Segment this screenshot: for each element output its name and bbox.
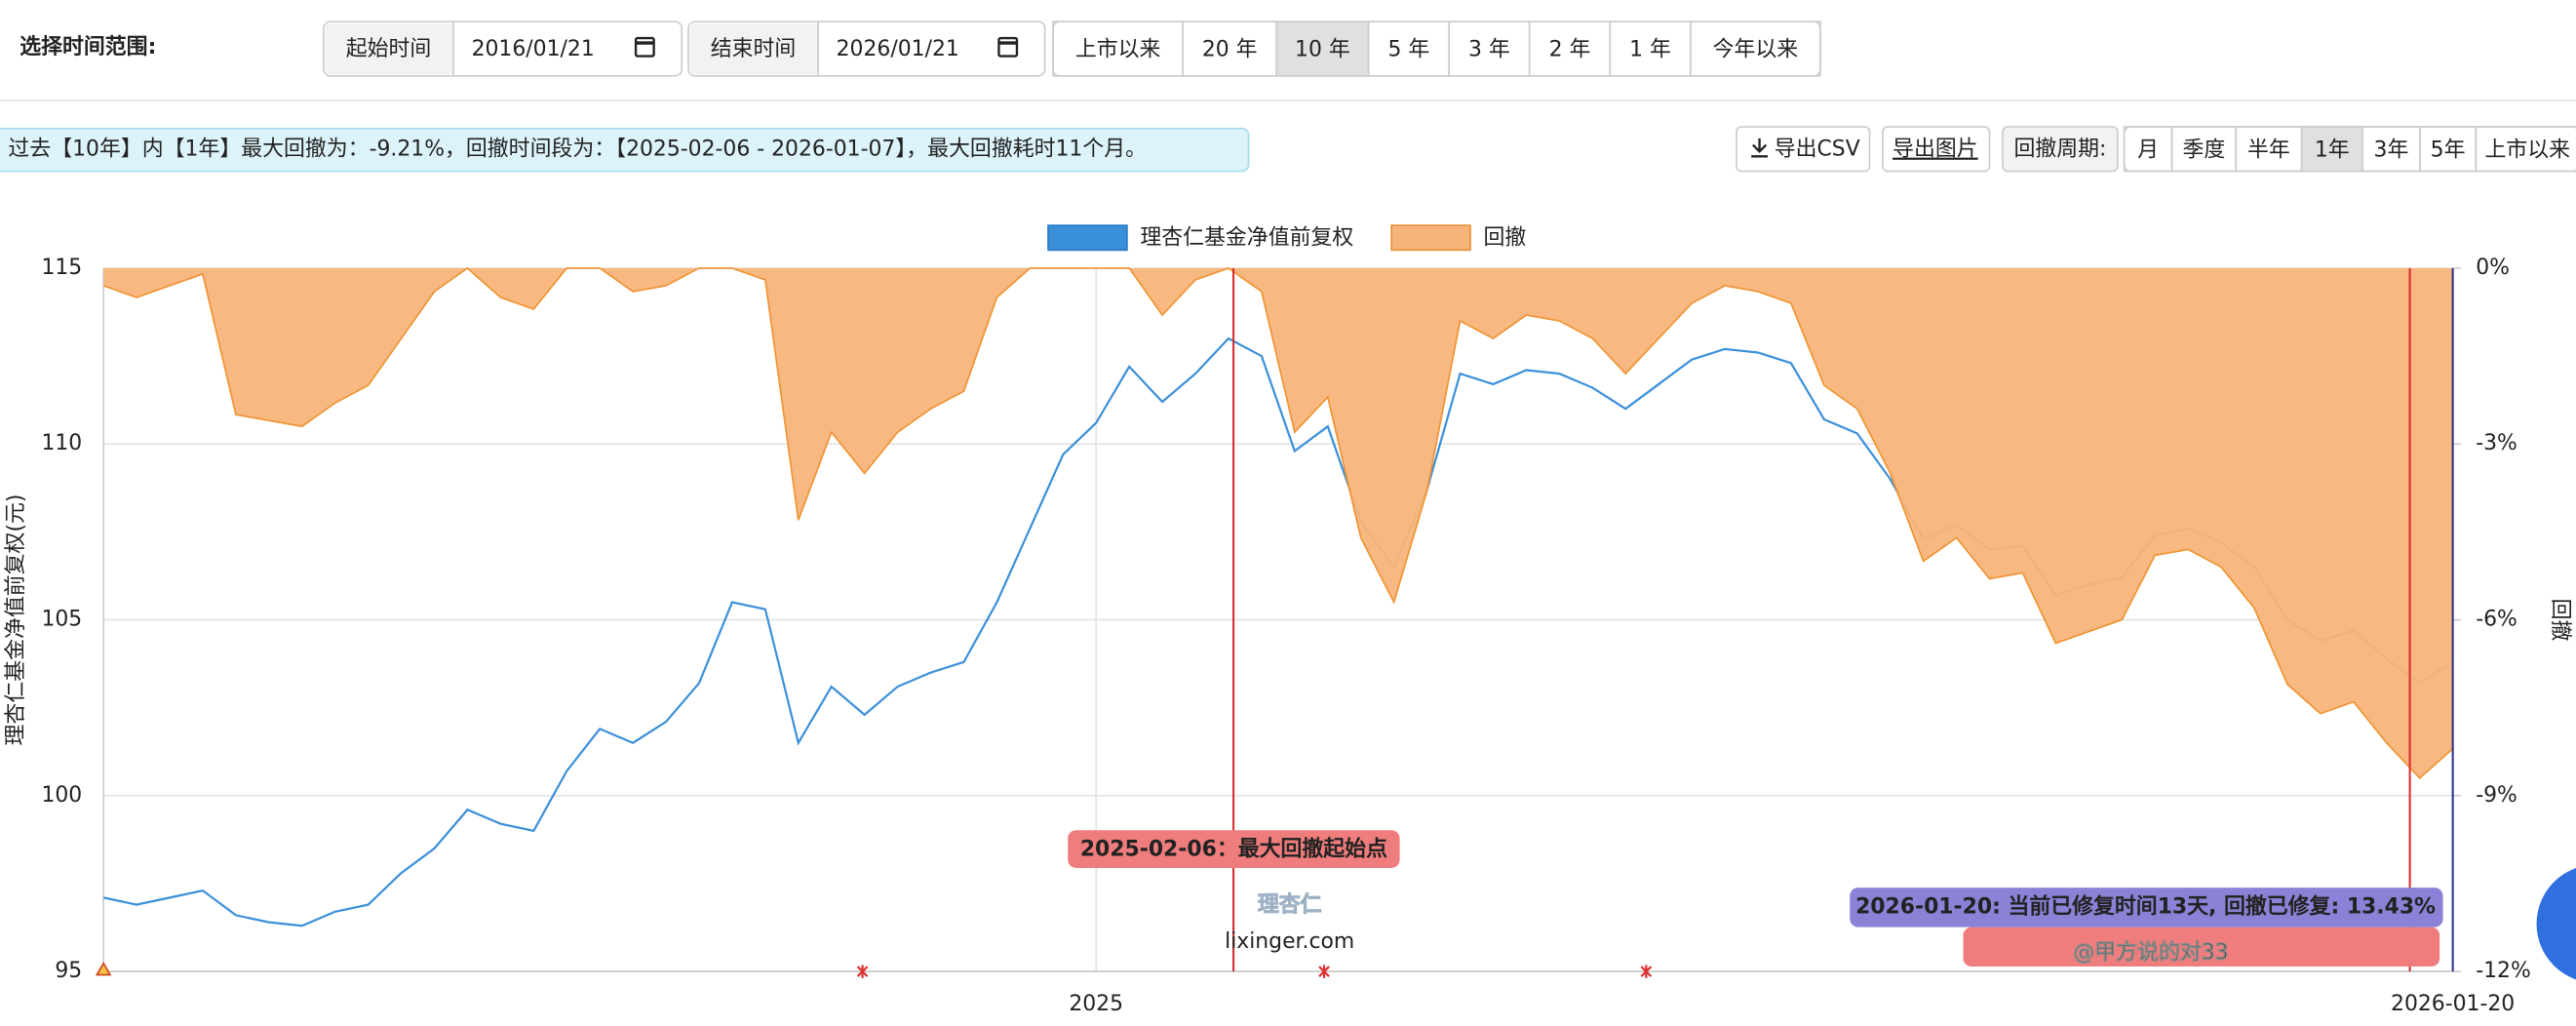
legend-label[interactable]: 理杏仁基金净值前复权 (1140, 226, 1353, 251)
range-button-label: 今年以来 (1713, 38, 1799, 62)
watermark: @甲方说的对33 (2073, 941, 2228, 966)
annotation-label: 2026-01-20: 当前已修复时间13天, 回撤已修复: 13.43% (1855, 893, 2436, 919)
event-marker (1640, 965, 1653, 978)
period-button-label: 5年 (2431, 138, 2466, 162)
annotation-box (1068, 830, 1400, 868)
range-button[interactable] (1275, 20, 1370, 77)
x-tick-label: 2026-01-20 (2391, 992, 2515, 1016)
period-button-label: 3年 (2374, 138, 2409, 162)
annotation-box-hidden (1963, 927, 2440, 967)
y2-tick-label: -6% (2476, 608, 2517, 632)
start-date[interactable]: 2016/01/21 (472, 37, 595, 61)
legend-swatch[interactable] (1390, 224, 1471, 252)
period-button-label: 1年 (2315, 138, 2350, 162)
period-label-box (2002, 126, 2119, 173)
export-image-button[interactable] (1882, 126, 1991, 173)
range-button-label: 上市以来 (1075, 38, 1161, 62)
period-button-label: 月 (2137, 138, 2159, 162)
y2-axis-title: 回撤 (2548, 599, 2572, 642)
period-button-label: 半年 (2247, 138, 2290, 162)
help-bubble[interactable] (2536, 865, 2576, 983)
calendar-icon (997, 36, 1019, 58)
range-label: 选择时间范围: (20, 34, 156, 59)
y2-tick-label: -9% (2476, 783, 2517, 808)
y2-tick-label: -3% (2476, 431, 2517, 455)
end-label: 结束时间 (711, 37, 797, 61)
drawdown-area (103, 267, 2453, 778)
drawdown-outline (102, 266, 2454, 779)
period-label: 回撤周期: (2013, 138, 2106, 162)
logo-mark: 理杏仁 (1258, 892, 1322, 918)
legend-swatch[interactable] (1047, 224, 1128, 252)
y-axis-title: 理杏仁基金净值前复权(元) (4, 494, 28, 746)
start-label-bg (325, 22, 454, 75)
logo-url: lixinger.com (1225, 929, 1354, 954)
y-tick-label: 115 (41, 256, 82, 280)
start-label: 起始时间 (346, 37, 432, 61)
event-marker (856, 965, 869, 978)
export-image-label: 导出图片 (1893, 138, 1978, 162)
y-tick-label: 110 (41, 431, 82, 455)
event-marker (1318, 965, 1330, 978)
period-button[interactable] (2475, 126, 2576, 173)
y-tick-label: 100 (41, 783, 82, 808)
annotation-box (1850, 888, 2443, 927)
y-tick-label: 95 (55, 959, 82, 983)
summary-text: 过去【10年】内【1年】最大回撤为：-9.21%，回撤时间段为：【2025-02… (8, 138, 1147, 162)
end-date[interactable]: 2026/01/21 (837, 37, 959, 61)
annotation-label: 2025-02-06：最大回撤起始点 (1080, 836, 1387, 861)
start-marker (95, 961, 112, 976)
period-button-label: 季度 (2182, 138, 2225, 162)
range-button-label: 2 年 (1549, 38, 1591, 62)
calendar-icon (634, 36, 655, 58)
y-tick-label: 105 (41, 608, 82, 632)
legend-label[interactable]: 回撤 (1484, 226, 1527, 251)
range-button-label: 20 年 (1202, 38, 1258, 62)
y2-tick-label: -12% (2476, 959, 2531, 983)
range-button-label: 10 年 (1295, 38, 1350, 62)
range-button-label: 3 年 (1468, 38, 1510, 62)
range-button[interactable] (1689, 20, 1821, 77)
y2-tick-label: 0% (2476, 256, 2510, 280)
range-button-label: 1 年 (1629, 38, 1671, 62)
export-csv-button[interactable] (1736, 126, 1871, 173)
x-tick-label: 2025 (1069, 992, 1123, 1016)
export-csv-label: 导出CSV (1775, 138, 1860, 162)
end-label-bg (689, 22, 819, 75)
range-button-label: 5 年 (1387, 38, 1429, 62)
download-icon (1751, 138, 1769, 158)
period-button-label: 上市以来 (2485, 138, 2571, 162)
summary-box (0, 127, 1250, 173)
